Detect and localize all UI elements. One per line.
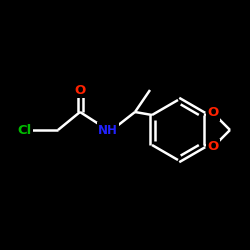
- Text: O: O: [208, 140, 218, 153]
- Text: Cl: Cl: [18, 124, 32, 136]
- Text: O: O: [74, 84, 86, 96]
- Text: O: O: [208, 106, 218, 120]
- Text: NH: NH: [98, 124, 118, 136]
